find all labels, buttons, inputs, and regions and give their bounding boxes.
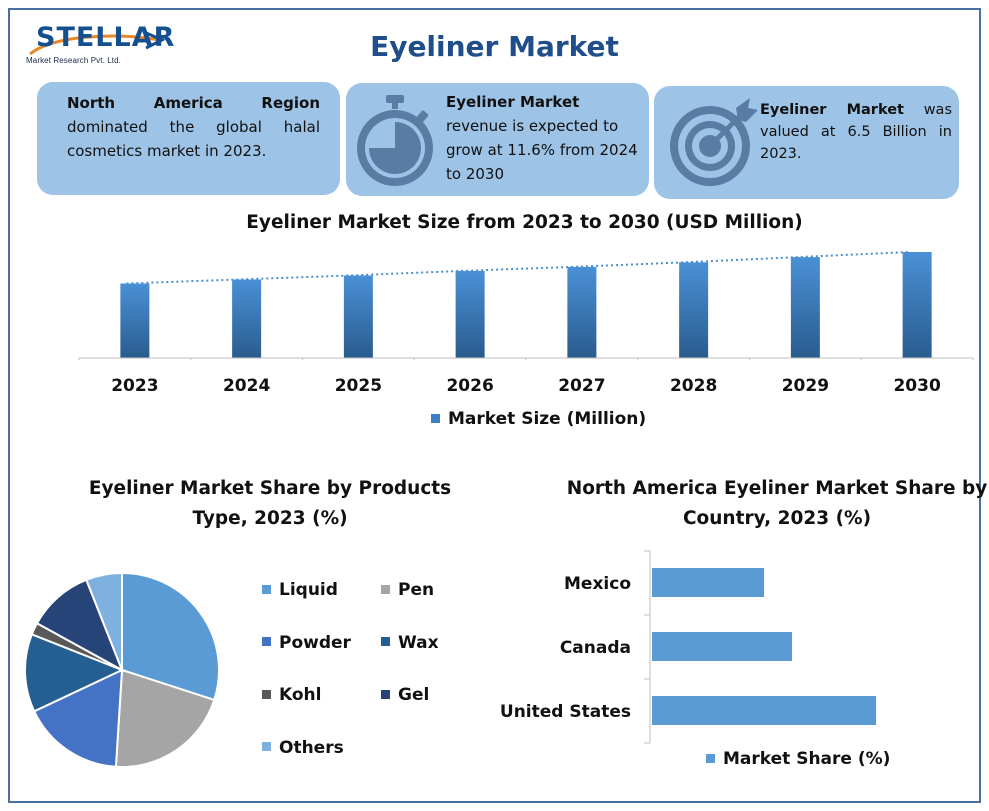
x-tick-label: 2026 xyxy=(446,376,494,396)
legend-swatch xyxy=(262,637,271,646)
x-tick-label: 2023 xyxy=(111,376,159,396)
info-card-body: was valued at 6.5 Billion in 2023. xyxy=(760,102,952,162)
bar-2028 xyxy=(679,262,709,358)
bar-2029 xyxy=(790,257,820,358)
bar-2025 xyxy=(343,275,373,358)
pie-slice-others xyxy=(84,571,123,671)
info-card-text: Eyeliner Market was valued at 6.5 Billio… xyxy=(760,99,952,165)
info-card-growth: Eyeliner Market revenue is expected to g… xyxy=(346,83,649,196)
country-share-bar-chart: Mexico Canada United States xyxy=(500,550,876,744)
pie-legend-item: Gel xyxy=(381,685,429,705)
trendline xyxy=(126,251,909,285)
pie-legend-item: Kohl xyxy=(262,685,321,705)
legend-swatch xyxy=(262,689,271,699)
info-card-body: revenue is expected to grow at 11.6% fro… xyxy=(446,117,638,183)
y-tick-label: Mexico xyxy=(564,574,631,594)
x-tick-label: 2024 xyxy=(222,376,271,396)
legend-label: Market Share (%) xyxy=(723,749,891,769)
legend-swatch xyxy=(381,689,390,699)
bar-2024 xyxy=(232,279,262,358)
x-tick-label: 2027 xyxy=(558,376,606,396)
pie-legend-item: Wax xyxy=(381,633,439,653)
y-tick-label: Canada xyxy=(560,638,631,658)
market-size-x-labels: 2023 2024 2025 2026 2027 2028 2029 2030 xyxy=(0,376,989,402)
legend-label: Gel xyxy=(398,685,430,705)
country-share-legend: Market Share (%) xyxy=(706,749,890,769)
stopwatch-icon xyxy=(357,95,433,186)
legend-swatch xyxy=(262,584,271,594)
bar-2023 xyxy=(120,283,150,358)
pie-legend-item: Powder xyxy=(262,633,351,653)
hbar-united-states xyxy=(652,696,876,725)
bar-2026 xyxy=(455,270,485,358)
page-title: Eyeliner Market xyxy=(370,30,619,63)
legend-label: Pen xyxy=(398,580,435,600)
legend-label: Market Size (Million) xyxy=(448,409,647,429)
legend-label: Wax xyxy=(398,632,439,653)
legend-label: Kohl xyxy=(279,685,322,705)
info-card-valuation: Eyeliner Market was valued at 6.5 Billio… xyxy=(654,86,959,199)
pie-legend-item: Liquid xyxy=(262,580,338,600)
legend-swatch xyxy=(381,637,390,646)
legend-label: Liquid xyxy=(279,580,338,600)
products-pie-legend: Liquid Pen Powder Wax Kohl Gel Others xyxy=(262,580,502,770)
legend-swatch xyxy=(381,584,390,594)
pie-legend-item: Pen xyxy=(381,580,434,600)
info-card-highlight: Eyeliner Market xyxy=(446,93,580,111)
infographic-frame xyxy=(8,8,981,803)
legend-swatch xyxy=(706,753,715,763)
pie-slice-powder xyxy=(32,668,124,768)
info-card-highlight: Eyeliner Market xyxy=(760,102,904,118)
legend-label: Powder xyxy=(279,632,351,653)
x-tick-label: 2030 xyxy=(893,376,941,396)
market-size-chart-title: Eyeliner Market Size from 2023 to 2030 (… xyxy=(246,212,803,233)
legend-swatch xyxy=(262,742,271,751)
legend-swatch xyxy=(431,413,440,423)
products-pie-title: Eyeliner Market Share by Products Type, … xyxy=(88,478,452,529)
logo-subtitle: Market Research Pvt. Ltd. xyxy=(26,56,121,65)
pie-slice-liquid xyxy=(121,571,220,702)
x-tick-label: 2025 xyxy=(334,376,383,396)
pie-legend-item: Others xyxy=(262,738,344,758)
x-tick-label: 2028 xyxy=(669,376,718,396)
info-card-highlight: North America Region xyxy=(67,94,320,112)
country-share-title: North America Eyeliner Market Share by C… xyxy=(566,478,988,529)
y-tick-label: United States xyxy=(500,702,631,722)
bar-2030 xyxy=(902,252,932,358)
logo-swoosh-icon xyxy=(29,30,166,56)
x-tick-label: 2029 xyxy=(781,376,830,396)
info-card-region: North America Region dominated the globa… xyxy=(37,82,340,195)
legend-label: Others xyxy=(279,737,344,758)
pie-slice-gel xyxy=(35,578,124,673)
market-size-legend: Market Size (Million) xyxy=(431,409,646,429)
target-icon xyxy=(670,98,758,186)
info-card-text: Eyeliner Market revenue is expected to g… xyxy=(446,90,641,186)
info-card-text: North America Region dominated the globa… xyxy=(67,91,320,163)
hbar-canada xyxy=(652,632,792,661)
info-card-body: dominated the global halal cosmetics mar… xyxy=(67,118,320,160)
hbar-mexico xyxy=(652,568,764,597)
products-pie-chart xyxy=(24,571,220,768)
bar-2027 xyxy=(567,266,597,358)
logo-wordmark: STELLAR xyxy=(36,22,176,53)
pie-slice-wax xyxy=(24,632,125,713)
pie-slice-pen xyxy=(114,668,216,768)
stellar-logo: STELLAR Market Research Pvt. Ltd. xyxy=(22,18,176,74)
market-size-bar-chart xyxy=(78,251,974,360)
